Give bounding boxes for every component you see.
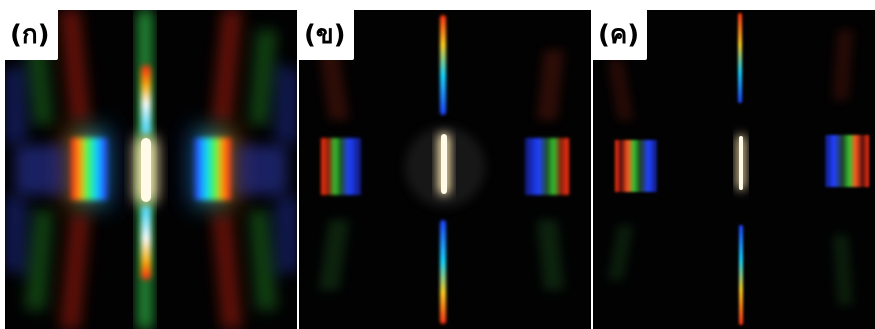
spectrum-panel-a: (ก)	[5, 10, 297, 329]
spectrum-panel-c: (ค)	[593, 10, 875, 329]
spectrum-image-b	[319, 15, 569, 324]
panel-label-c: (ค)	[593, 10, 648, 60]
spectrum-image-a	[5, 10, 297, 329]
spectrum-panel-b: (ข)	[299, 10, 591, 329]
panel-label-b: (ข)	[299, 10, 354, 60]
spectrum-image-c	[608, 13, 869, 325]
panel-label-a: (ก)	[5, 10, 58, 60]
